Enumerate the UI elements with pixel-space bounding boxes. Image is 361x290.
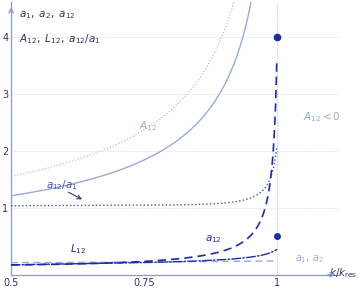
Text: $a_1,\ a_2,\ a_{12}$: $a_1,\ a_2,\ a_{12}$	[18, 10, 75, 21]
Text: $a_{12}/a_1$: $a_{12}/a_1$	[46, 178, 77, 192]
Text: $a_{12}$: $a_{12}$	[205, 233, 222, 245]
Text: $A_{12}{<}0$: $A_{12}{<}0$	[303, 110, 340, 124]
Text: $a_1,\,a_2$: $a_1,\,a_2$	[295, 253, 323, 265]
Text: $L_{12}$: $L_{12}$	[70, 242, 86, 256]
Text: $k/k_{\rm res}$: $k/k_{\rm res}$	[329, 266, 358, 280]
Text: $A_{12}$: $A_{12}$	[139, 119, 157, 133]
Text: $A_{12},\ L_{12},\ a_{12}/a_1$: $A_{12},\ L_{12},\ a_{12}/a_1$	[18, 32, 100, 46]
